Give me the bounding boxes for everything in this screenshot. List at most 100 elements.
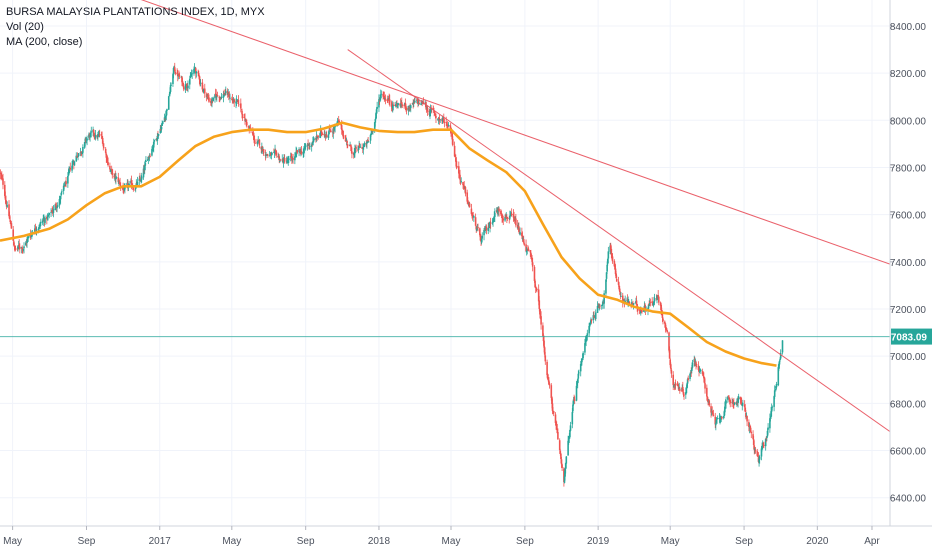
candle-body (515, 218, 517, 226)
candle-body (379, 97, 381, 101)
candle-body (268, 155, 271, 157)
y-tick-label: 8400.00 (890, 22, 927, 33)
candle-body (700, 370, 702, 371)
candle-body (359, 146, 362, 148)
candle-body (340, 125, 343, 130)
candle-body (725, 400, 727, 404)
candle-body (12, 229, 15, 241)
candle-body (157, 135, 159, 137)
candle-body (682, 387, 684, 392)
candle-body (369, 134, 372, 141)
candle-body (445, 121, 448, 123)
candle-body (767, 427, 769, 430)
candle-body (27, 236, 30, 239)
candle-body (228, 93, 230, 97)
candle-body (686, 383, 688, 387)
candle-body (83, 141, 86, 148)
candle-body (746, 416, 748, 422)
candle-body (106, 156, 108, 159)
candle-body (555, 423, 557, 426)
candle-body (44, 217, 46, 223)
candle-body (13, 241, 15, 246)
candle-body (300, 151, 303, 154)
candle-body (367, 141, 370, 143)
candle-body (670, 364, 672, 369)
candle-body (132, 187, 135, 190)
candle-body (664, 323, 667, 328)
candle-body (17, 245, 19, 249)
candle-body (388, 99, 391, 103)
candle-body (65, 181, 67, 185)
candle-body (62, 185, 65, 191)
candle-body (328, 130, 330, 135)
x-tick-label: Apr (864, 536, 880, 547)
candle-body (523, 243, 526, 245)
candle-body (479, 234, 482, 241)
candle-body (433, 112, 436, 115)
candle-body (172, 74, 174, 84)
candle-body (199, 79, 201, 83)
candle-body (500, 212, 503, 216)
candle-body (778, 361, 781, 365)
candle-body (531, 258, 533, 262)
candle-body (450, 131, 453, 133)
candle-body (198, 75, 201, 80)
candle-body (342, 135, 345, 139)
candle-body (702, 374, 705, 376)
candle-body (561, 464, 563, 469)
candle-body (373, 122, 376, 132)
candle-body (525, 244, 527, 252)
candle-body (237, 99, 240, 105)
candle-body (342, 130, 344, 136)
candle-body (770, 411, 772, 417)
candle-body (26, 240, 28, 244)
candle-body (666, 330, 668, 333)
candle-body (277, 155, 279, 158)
candle-body (414, 101, 416, 103)
candle-body (606, 259, 609, 264)
candle-body (706, 396, 709, 401)
candle-body (61, 191, 63, 193)
candle-body (756, 451, 759, 456)
candle-body (51, 210, 54, 213)
candle-body (589, 322, 592, 324)
x-tick-label: 2018 (368, 536, 391, 547)
candle-body (530, 257, 533, 260)
candle-body (161, 123, 163, 126)
candle-body (157, 133, 160, 136)
candle-body (582, 352, 584, 359)
candle-body (763, 444, 765, 446)
candle-body (375, 109, 378, 114)
candle-body (354, 149, 356, 154)
candle-body (391, 104, 394, 109)
candle-body (613, 260, 616, 267)
candle-body (468, 203, 471, 208)
moving-average (0, 121, 777, 367)
candle-body (606, 264, 608, 272)
candle-body (620, 296, 622, 298)
candle-body (160, 126, 163, 130)
candle-body (596, 306, 599, 313)
candle-body (215, 95, 218, 98)
candle-body (708, 400, 711, 406)
candle-body (451, 133, 454, 140)
y-tick-label: 7200.00 (890, 305, 927, 316)
candle-body (536, 288, 538, 291)
candle-body (38, 225, 41, 228)
candle-body (283, 158, 286, 162)
candle-body (682, 392, 685, 395)
candle-body (460, 181, 463, 182)
candle-body (395, 103, 398, 105)
candle-body (384, 98, 387, 101)
grid (0, 0, 890, 526)
candle-body (504, 217, 506, 221)
candle-body (202, 89, 205, 92)
candle-body (226, 90, 229, 95)
candle-body (235, 101, 237, 104)
candle-body (270, 152, 272, 156)
candle-body (220, 96, 223, 98)
candle-body (516, 224, 519, 229)
candle-body (42, 219, 45, 222)
